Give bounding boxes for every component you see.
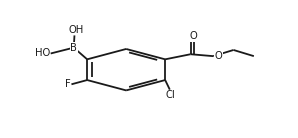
- Text: O: O: [215, 51, 222, 61]
- Text: Cl: Cl: [166, 90, 176, 100]
- Text: HO: HO: [35, 48, 50, 59]
- Text: O: O: [189, 31, 197, 41]
- Text: OH: OH: [69, 25, 84, 35]
- Text: F: F: [65, 79, 71, 89]
- Text: B: B: [70, 43, 77, 53]
